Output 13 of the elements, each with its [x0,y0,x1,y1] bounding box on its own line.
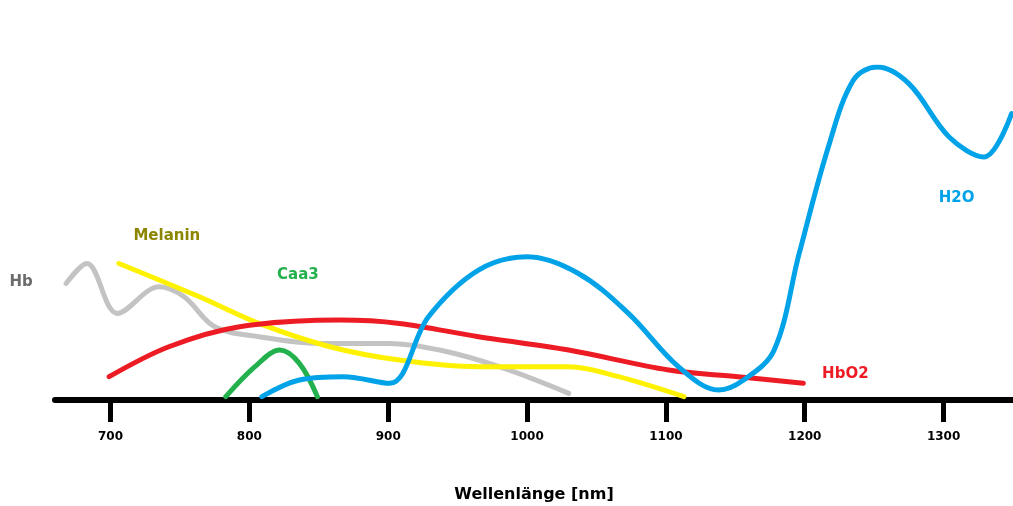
x-tick-label: 700 [98,429,124,443]
x-tick-label: 1200 [788,429,822,443]
x-axis-title: Wellenlänge [nm] [454,483,614,503]
x-tick-label: 1100 [649,429,683,443]
series-label: HbO2 [822,364,869,383]
x-tick-label: 800 [236,429,262,443]
series-label: Melanin [133,226,201,245]
x-tick-label: 1000 [510,429,544,443]
text: Caa3 [277,265,319,284]
text: Hb [9,272,34,291]
text: H2O [938,187,975,206]
x-tick-label: 900 [375,429,401,443]
x-tick-label: 1300 [926,429,961,443]
